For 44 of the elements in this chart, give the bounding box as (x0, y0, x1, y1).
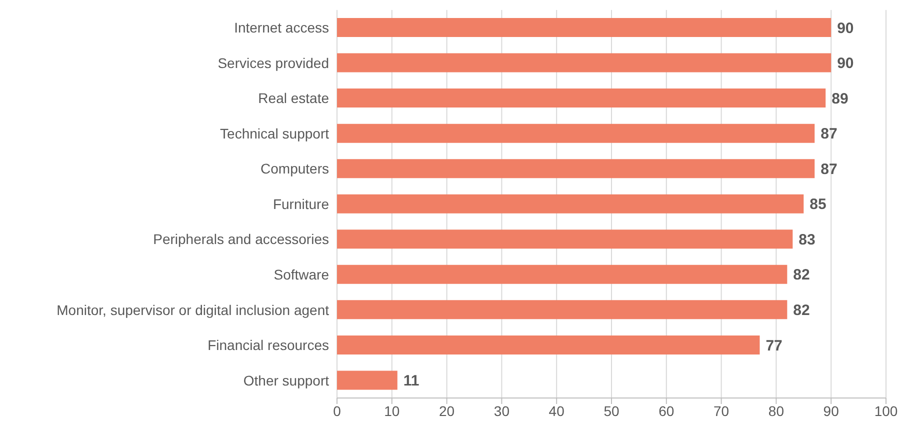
y-tick-label: Other support (243, 372, 330, 388)
bar (337, 159, 815, 178)
data-label: 87 (820, 126, 838, 143)
x-tick-label: 60 (658, 402, 674, 419)
y-tick-label: Internet access (234, 20, 329, 36)
x-tick-label: 10 (384, 402, 400, 419)
y-tick-label: Computers (260, 160, 329, 177)
x-tick-label: 80 (768, 402, 784, 419)
y-tick-label: Peripherals and accessories (153, 231, 329, 248)
x-tick-label: 20 (439, 402, 455, 419)
x-tick-label: 50 (604, 402, 620, 419)
bar (337, 335, 760, 354)
x-tick-label: 0 (333, 402, 342, 419)
y-tick-label: Technical support (220, 125, 330, 142)
data-label: 82 (793, 302, 810, 320)
y-tick-label: Furniture (272, 196, 330, 212)
data-label: 82 (793, 266, 810, 284)
data-label: 83 (798, 231, 816, 248)
x-tick-label: 90 (823, 402, 840, 419)
data-label: 90 (837, 20, 854, 37)
bar (337, 264, 788, 284)
data-label: 89 (832, 90, 848, 108)
data-label: 11 (403, 372, 420, 390)
x-tick-label: 30 (494, 402, 510, 419)
data-label: 85 (810, 196, 826, 214)
data-label: 90 (837, 55, 854, 72)
bar (337, 230, 793, 249)
data-label: 87 (820, 160, 838, 178)
bar (337, 370, 398, 390)
y-tick-label: Services provided (218, 54, 329, 71)
x-tick-label: 70 (714, 402, 730, 419)
y-tick-label: Software (274, 266, 330, 283)
bar (337, 124, 815, 143)
bar (337, 53, 832, 72)
bar (337, 300, 788, 320)
y-tick-label: Monitor, supervisor or digital inclusion agent (56, 302, 330, 318)
x-tick-label: 40 (548, 402, 565, 419)
y-tick-label: Real estate (258, 90, 330, 106)
y-tick-label: Financial resources (208, 337, 329, 354)
x-tick-label: 100 (874, 402, 898, 419)
bar (337, 194, 804, 214)
bar (337, 88, 826, 108)
bar (337, 18, 832, 37)
data-label: 77 (766, 337, 782, 354)
